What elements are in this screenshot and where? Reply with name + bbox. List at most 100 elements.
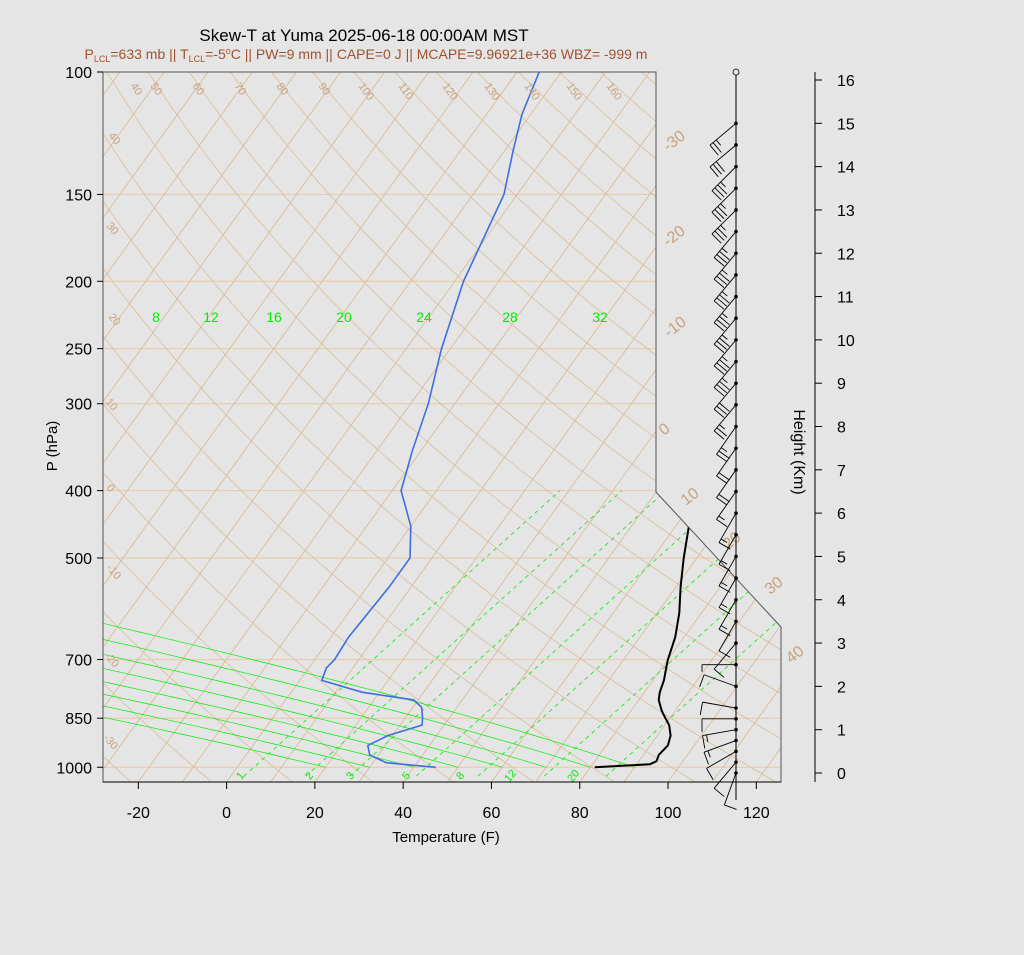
x-tick-label: 0 bbox=[222, 805, 231, 822]
isotherm-line bbox=[800, 72, 1024, 782]
height-tick-label: 1 bbox=[837, 723, 846, 740]
theta-top-label: 160 bbox=[604, 81, 624, 103]
theta-top-label: 40 bbox=[128, 81, 145, 98]
x-tick-label: 60 bbox=[483, 805, 501, 822]
isotherm-line bbox=[0, 72, 252, 782]
height-tick-label: 12 bbox=[837, 246, 855, 263]
theta-top-label: 50 bbox=[148, 81, 165, 98]
y-axis-label: P (hPa) bbox=[44, 421, 61, 472]
subtitle-rest: C || PW=9 mm || CAPE=0 J || MCAPE=9.9692… bbox=[231, 46, 648, 62]
dry-adiabat bbox=[0, 72, 615, 782]
isotherm-label: -20 bbox=[660, 222, 689, 250]
p-tick-label: 400 bbox=[65, 484, 92, 501]
isotherm-line bbox=[0, 72, 164, 782]
mixing-label-mid: 20 bbox=[336, 309, 352, 325]
x-tick-label: 80 bbox=[571, 805, 589, 822]
isotherm-line bbox=[6, 72, 517, 782]
isotherm-label: 30 bbox=[762, 574, 787, 598]
dry-adiabat bbox=[395, 72, 1024, 782]
mixing-label-low: 3 bbox=[344, 770, 357, 782]
height-tick-label: 5 bbox=[837, 549, 846, 566]
p-tick-label: 100 bbox=[65, 65, 92, 82]
theta-label: 0 bbox=[104, 482, 117, 494]
p-tick-label: 300 bbox=[65, 397, 92, 414]
mixing-label-low: 2 bbox=[303, 770, 316, 782]
subtitle-tlcl-value: =-5 bbox=[205, 46, 226, 62]
isotherm-line bbox=[712, 72, 1024, 782]
isotherm-line bbox=[50, 72, 561, 782]
dry-adiabat bbox=[313, 72, 1024, 782]
height-tick-label: 4 bbox=[837, 593, 846, 610]
theta-top-label: 150 bbox=[564, 81, 584, 103]
theta-top-label: 130 bbox=[482, 81, 502, 103]
height-tick-label: 0 bbox=[837, 766, 846, 783]
moist-adiabat bbox=[0, 324, 502, 768]
theta-top-label: 100 bbox=[356, 81, 376, 103]
wind-barb bbox=[712, 165, 738, 200]
subtitle-plcl-sub: LCL bbox=[94, 54, 111, 64]
height-tick-label: 15 bbox=[837, 116, 855, 133]
subtitle-tlcl-sub: LCL bbox=[189, 54, 206, 64]
p-tick-label: 250 bbox=[65, 342, 92, 359]
mixing-label-mid: 12 bbox=[203, 309, 219, 325]
theta-top-label: 110 bbox=[396, 81, 416, 102]
isotherm-line bbox=[138, 72, 649, 782]
theta-top-label: 70 bbox=[232, 81, 249, 98]
height-tick-label: 9 bbox=[837, 376, 846, 393]
x-tick-label: 100 bbox=[655, 805, 682, 822]
dry-adiabat bbox=[0, 72, 131, 782]
isotherm-line bbox=[447, 72, 958, 782]
mixing-label-mid: 32 bbox=[592, 309, 608, 325]
wind-barb bbox=[710, 143, 738, 177]
series-line-temperature bbox=[595, 72, 923, 767]
wind-barb bbox=[700, 702, 738, 715]
mixing-label-low: 5 bbox=[400, 770, 413, 782]
x-tick-label: 120 bbox=[743, 805, 770, 822]
height-tick-label: 2 bbox=[837, 679, 846, 696]
theta-label: -20 bbox=[102, 650, 121, 670]
moist-adiabat bbox=[0, 324, 414, 768]
wind-top-circle bbox=[733, 69, 739, 75]
subtitle-plcl-value: =633 mb || T bbox=[110, 46, 189, 62]
dry-adiabat bbox=[642, 72, 1024, 782]
isotherm-line bbox=[0, 72, 429, 782]
moist-adiabat bbox=[0, 324, 635, 768]
theta-label: -10 bbox=[104, 562, 123, 582]
wind-barb bbox=[714, 230, 738, 266]
p-tick-label: 150 bbox=[65, 187, 92, 204]
mixing-label-mid: 24 bbox=[416, 309, 432, 325]
isotherm-line bbox=[624, 72, 1024, 782]
dry-adiabat bbox=[107, 72, 937, 782]
p-tick-label: 700 bbox=[65, 653, 92, 670]
wind-barb bbox=[702, 717, 738, 732]
p-tick-label: 850 bbox=[65, 711, 92, 728]
dry-adiabat bbox=[272, 72, 1024, 782]
isotherm-line bbox=[315, 72, 826, 782]
wind-barb bbox=[719, 576, 738, 614]
height-axis-label: Height (Km) bbox=[790, 409, 807, 494]
dry-adiabat bbox=[518, 72, 1024, 782]
isotherm-line bbox=[845, 72, 1024, 782]
chart-title: Skew-T at Yuma 2025-06-18 00:00AM MST bbox=[199, 26, 528, 45]
isotherm-line bbox=[94, 72, 605, 782]
height-tick-label: 14 bbox=[837, 160, 855, 177]
mixing-label-low: 8 bbox=[454, 770, 467, 782]
height-tick-label: 7 bbox=[837, 463, 846, 480]
isotherm-label: 40 bbox=[783, 643, 808, 667]
wind-barb bbox=[703, 728, 738, 749]
theta-top-label: 140 bbox=[522, 81, 542, 103]
mixing-label-mid: 16 bbox=[266, 309, 282, 325]
x-tick-label: 20 bbox=[306, 805, 324, 822]
isotherm-label: 0 bbox=[656, 420, 674, 439]
mixing-ratio-line bbox=[606, 491, 922, 777]
dry-adiabat bbox=[354, 72, 1024, 782]
isotherm-label: -30 bbox=[660, 127, 689, 155]
isotherm-line bbox=[0, 72, 32, 782]
label-layer: -30-20-1001020304020100-10-20-3040304050… bbox=[101, 81, 808, 785]
isotherm-line bbox=[491, 72, 1002, 782]
height-tick-label: 13 bbox=[837, 203, 855, 220]
mixing-label-mid: 28 bbox=[502, 309, 518, 325]
moist-adiabat bbox=[0, 324, 590, 768]
mixing-label-low: 1 bbox=[234, 770, 247, 782]
